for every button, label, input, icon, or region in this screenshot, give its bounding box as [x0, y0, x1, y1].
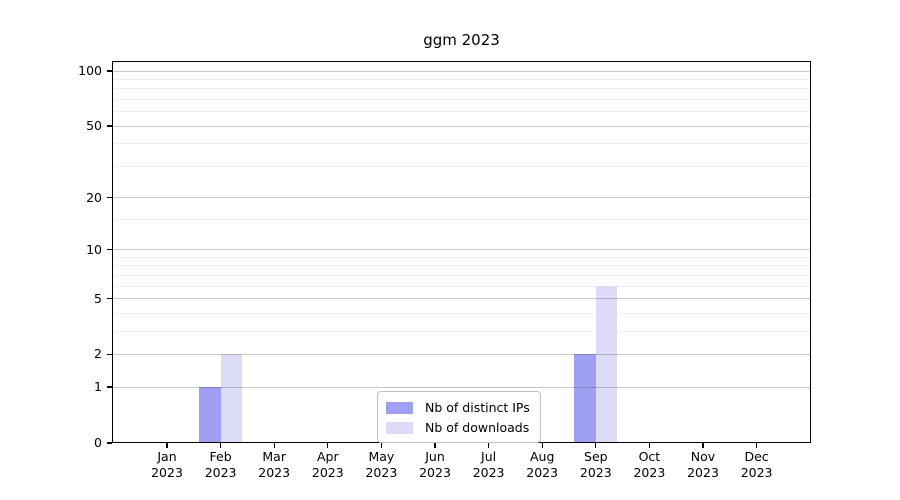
gridline-minor — [113, 78, 810, 80]
x-tick-month: Oct — [638, 449, 661, 464]
x-tick-mark — [541, 443, 543, 448]
x-tick-mark — [219, 443, 222, 448]
x-tick-label: Sep 2023 — [565, 449, 627, 481]
bar-downloads-feb — [220, 354, 242, 443]
x-tick-month: Aug — [529, 449, 555, 464]
gridline-major — [113, 125, 810, 127]
x-tick-mark — [434, 443, 436, 448]
x-tick-year: 2023 — [365, 465, 398, 480]
x-tick-year: 2023 — [204, 465, 237, 480]
x-tick-label: Mar 2023 — [243, 449, 305, 481]
x-tick-year: 2023 — [258, 465, 291, 480]
bar-distinct-ips-feb — [199, 387, 221, 443]
chart-title: ggm 2023 — [423, 31, 500, 49]
x-tick-label: Jul 2023 — [458, 449, 520, 481]
y-tick-mark — [107, 353, 112, 356]
x-tick-year: 2023 — [687, 465, 719, 480]
x-tick-year: 2023 — [472, 465, 505, 480]
legend-label: Nb of distinct IPs — [425, 400, 530, 415]
x-tick-month: Jul — [481, 449, 497, 464]
legend-label: Nb of downloads — [425, 420, 530, 435]
x-tick-month: Nov — [690, 449, 716, 464]
x-tick-label: May 2023 — [350, 449, 412, 481]
x-tick-month: Jan — [157, 449, 177, 464]
x-tick-month: Feb — [209, 449, 232, 464]
gridline-minor — [113, 219, 810, 221]
x-tick-year: 2023 — [419, 465, 451, 480]
x-tick-year: 2023 — [740, 465, 773, 480]
y-tick-label: 1 — [94, 379, 102, 395]
x-tick-year: 2023 — [633, 465, 666, 480]
x-tick-mark — [755, 443, 758, 448]
gridline-minor — [113, 143, 810, 145]
legend-swatch-downloads — [386, 421, 413, 434]
x-tick-year: 2023 — [151, 465, 183, 480]
y-tick-mark — [107, 125, 112, 127]
gridline-minor — [113, 285, 810, 287]
y-tick-mark — [107, 442, 112, 444]
legend-swatch-distinct-ips — [386, 401, 413, 414]
x-tick-mark — [166, 443, 168, 448]
x-tick-month: Sep — [584, 449, 608, 464]
x-tick-mark — [487, 443, 490, 448]
x-tick-mark — [273, 443, 275, 448]
gridline-minor — [113, 165, 810, 167]
gridline-minor — [113, 312, 810, 314]
x-tick-month: Apr — [316, 449, 339, 464]
gridline-major — [113, 249, 810, 251]
gridline-minor — [113, 256, 810, 258]
y-tick-label: 100 — [78, 63, 102, 78]
legend-row: Nb of downloads — [386, 420, 530, 435]
gridline-major — [113, 386, 810, 388]
x-tick-month: Dec — [744, 449, 769, 464]
y-tick-mark — [107, 196, 112, 199]
x-tick-label: Jun 2023 — [404, 449, 466, 481]
y-tick-mark — [107, 70, 112, 72]
x-tick-year: 2023 — [311, 465, 344, 480]
x-tick-label: Nov 2023 — [672, 449, 734, 481]
y-tick-label: 0 — [94, 435, 102, 450]
x-tick-mark — [648, 443, 651, 448]
x-tick-year: 2023 — [526, 465, 559, 480]
plot-border — [112, 61, 811, 443]
gridline-minor — [113, 274, 810, 276]
bar-distinct-ips-sep — [574, 354, 596, 443]
x-tick-mark — [380, 443, 383, 448]
x-tick-month: Mar — [262, 449, 286, 464]
gridline-minor — [113, 265, 810, 267]
x-tick-month: Jun — [425, 449, 445, 464]
y-tick-mark — [107, 297, 112, 300]
gridline-major — [113, 70, 810, 72]
gridline-minor — [113, 111, 810, 113]
x-tick-year: 2023 — [579, 465, 612, 480]
gridline-major — [113, 197, 810, 199]
x-tick-label: Feb 2023 — [190, 449, 252, 481]
x-tick-label: Apr 2023 — [297, 449, 359, 481]
x-tick-label: Dec 2023 — [726, 449, 788, 481]
x-tick-mark — [327, 443, 329, 448]
gridline-major — [113, 353, 810, 355]
x-tick-label: Aug 2023 — [511, 449, 573, 481]
x-tick-month: May — [368, 449, 395, 464]
legend-row: Nb of distinct IPs — [386, 400, 530, 415]
y-tick-label: 50 — [86, 118, 102, 134]
y-tick-mark — [107, 249, 112, 251]
y-tick-label: 5 — [94, 290, 102, 306]
y-tick-label: 2 — [94, 346, 102, 362]
bar-downloads-sep — [595, 286, 618, 443]
y-tick-mark — [107, 386, 112, 388]
x-tick-mark — [702, 443, 704, 448]
gridline-minor — [113, 88, 810, 90]
x-tick-mark — [595, 443, 597, 448]
gridline-minor — [113, 98, 810, 100]
y-tick-label: 20 — [86, 189, 102, 205]
x-tick-label: Oct 2023 — [618, 449, 680, 481]
y-tick-label: 10 — [86, 241, 102, 257]
x-tick-label: Jan 2023 — [136, 449, 198, 481]
gridline-major — [113, 298, 810, 300]
legend: Nb of distinct IPs Nb of downloads — [377, 391, 541, 443]
gridline-minor — [113, 330, 810, 332]
